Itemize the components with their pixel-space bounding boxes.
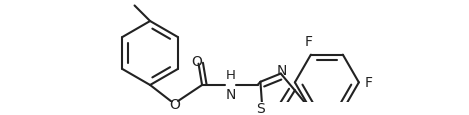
- Text: N: N: [226, 87, 236, 101]
- Text: F: F: [305, 35, 313, 49]
- Text: H: H: [226, 68, 236, 81]
- Text: O: O: [191, 54, 202, 68]
- Text: O: O: [169, 97, 180, 111]
- Text: N: N: [276, 63, 287, 77]
- Text: S: S: [256, 101, 265, 115]
- Text: F: F: [365, 76, 373, 90]
